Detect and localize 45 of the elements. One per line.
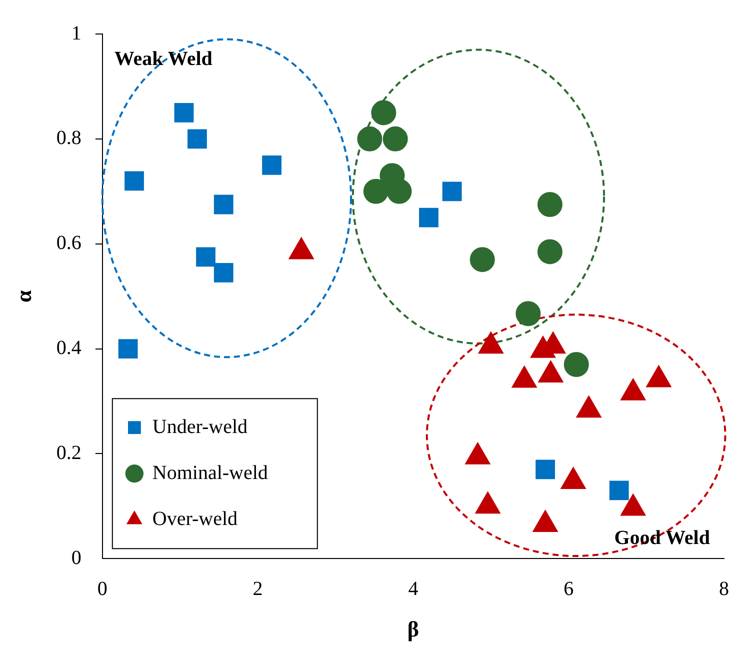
y-tick-label: 0: [71, 546, 82, 569]
point: [357, 126, 382, 152]
point: [478, 332, 504, 354]
point: [382, 126, 408, 152]
y-axis-title: α: [10, 289, 36, 302]
point: [419, 208, 438, 228]
point: [470, 247, 495, 272]
point: [188, 129, 207, 149]
point: [576, 396, 602, 418]
point: [620, 378, 646, 400]
point: [262, 155, 282, 175]
point: [465, 442, 490, 464]
point: [512, 366, 537, 388]
point: [363, 178, 388, 204]
point: [371, 100, 396, 126]
y-tick-label: 0.4: [56, 337, 82, 360]
annotation: Weak Weld: [114, 48, 212, 70]
point: [475, 492, 500, 514]
x-tick-label: 2: [252, 578, 263, 600]
point: [646, 365, 672, 388]
point: [124, 171, 144, 191]
point: [214, 263, 234, 282]
x-tick-label: 8: [719, 578, 729, 600]
legend-label: Nominal-weld: [152, 462, 268, 484]
y-tick-label: 0.6: [56, 232, 82, 254]
x-axis-title: β: [407, 616, 419, 642]
legend-label: Over-weld: [152, 508, 238, 530]
point: [196, 247, 216, 267]
x-tick-label: 0: [97, 578, 108, 600]
x-tick-label: 4: [408, 578, 418, 600]
point: [620, 494, 646, 516]
x-tick-label: 6: [564, 578, 574, 600]
point: [386, 178, 412, 204]
point: [532, 510, 558, 532]
point: [214, 194, 234, 214]
point: [538, 360, 564, 382]
point: [537, 239, 562, 264]
point: [537, 192, 562, 217]
y-tick-label: 0.2: [56, 442, 82, 464]
legend-label: Under-weld: [152, 416, 248, 438]
point: [174, 103, 194, 122]
y-tick-label: 1: [71, 22, 82, 44]
y-tick-label: 0.8: [56, 127, 82, 150]
point: [560, 466, 586, 489]
point: [442, 182, 462, 202]
